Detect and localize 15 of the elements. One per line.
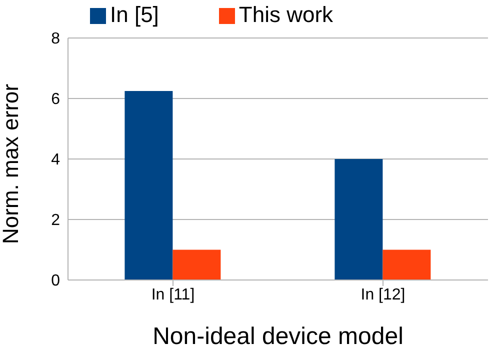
x-tick-label: In [11] bbox=[151, 286, 195, 304]
y-axis-title: Norm. max error bbox=[0, 84, 23, 244]
y-tick-label: 8 bbox=[51, 30, 60, 48]
legend-label: In [5] bbox=[110, 2, 159, 27]
x-tick-label: In [12] bbox=[360, 286, 406, 304]
y-tick-label: 4 bbox=[51, 152, 60, 169]
bar bbox=[382, 250, 431, 280]
bar bbox=[334, 159, 383, 280]
y-tick-label: 0 bbox=[51, 272, 60, 290]
legend-label: This work bbox=[238, 2, 334, 27]
x-axis-title: Non-ideal device model bbox=[152, 323, 404, 350]
y-tick-label: 6 bbox=[51, 91, 60, 108]
y-tick-label: 2 bbox=[51, 212, 60, 230]
bar bbox=[124, 90, 173, 280]
bar bbox=[172, 250, 221, 280]
